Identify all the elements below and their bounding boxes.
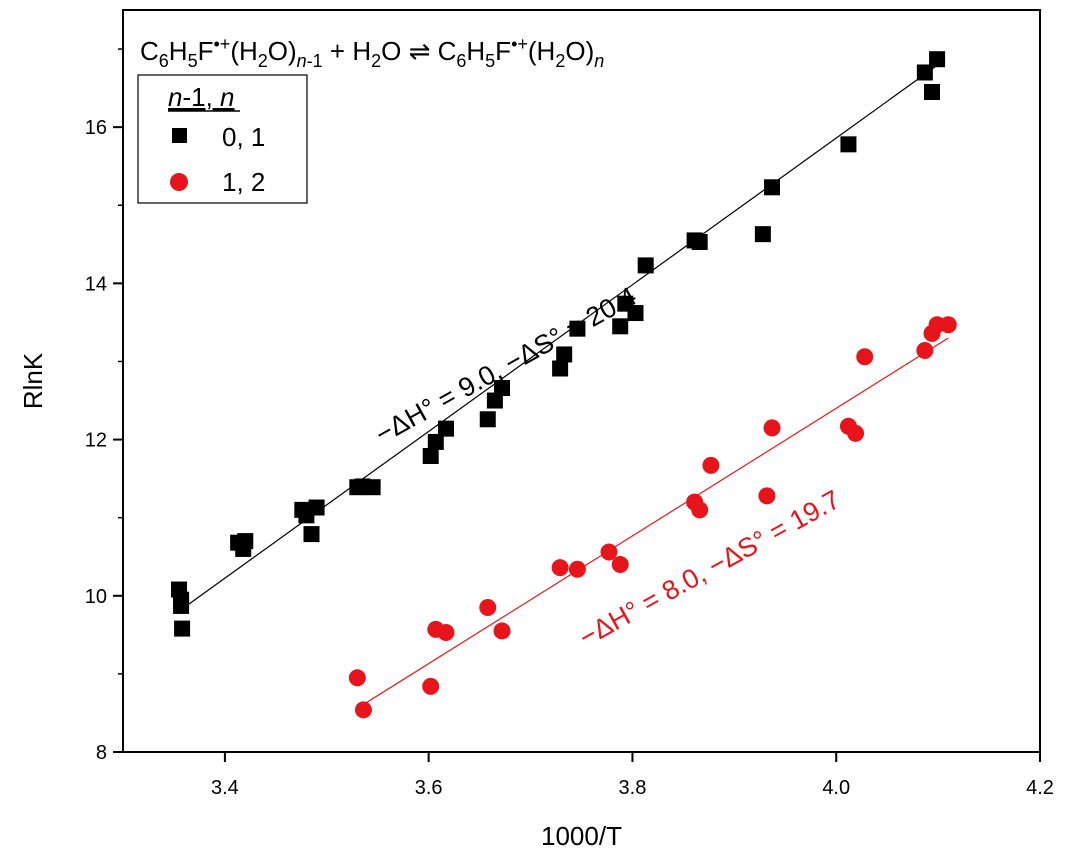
y-tick-label: 16 bbox=[85, 117, 107, 139]
data-point-circle bbox=[939, 316, 957, 334]
plot-frame bbox=[122, 9, 1041, 753]
data-point-square bbox=[237, 533, 254, 550]
data-point-square bbox=[494, 380, 511, 397]
data-point-square bbox=[486, 392, 503, 409]
data-point-square bbox=[556, 346, 573, 363]
data-point-square bbox=[754, 226, 771, 243]
axes: 3.4 3.6 3.8 4.0 4.2 8 10 12 14 16 bbox=[85, 9, 1054, 799]
data-point-square bbox=[303, 526, 320, 543]
data-point-square bbox=[173, 597, 190, 614]
data-point-circle bbox=[422, 677, 440, 695]
legend-marker-circle bbox=[170, 173, 188, 191]
y-axis-label: RlnK bbox=[18, 352, 48, 409]
data-point-square bbox=[612, 318, 629, 335]
fit-line-series-2 bbox=[362, 337, 949, 706]
data-point-circle bbox=[758, 487, 776, 505]
data-point-square bbox=[627, 305, 644, 322]
data-point-circle bbox=[702, 456, 720, 474]
data-point-circle bbox=[847, 424, 865, 442]
data-point-square bbox=[840, 136, 857, 153]
y-tick-label: 14 bbox=[85, 273, 107, 295]
data-point-circle bbox=[600, 543, 618, 561]
chart-title: C6H5F•+(H2O)n-1 + H2O ⇌ C6H5F•+(H2O)n bbox=[140, 34, 604, 71]
data-point-circle bbox=[611, 556, 629, 574]
x-axis-label: 1000/T bbox=[541, 821, 622, 851]
legend: n-1, n 0, 1 1, 2 bbox=[137, 74, 308, 204]
data-point-square bbox=[916, 64, 933, 81]
data-point-circle bbox=[348, 669, 366, 687]
data-point-square bbox=[479, 411, 496, 428]
x-tick-label: 4.0 bbox=[822, 777, 850, 799]
data-point-square bbox=[422, 447, 439, 464]
data-point-circle bbox=[479, 599, 497, 617]
legend-title: n-1, n bbox=[168, 82, 235, 112]
data-points bbox=[171, 51, 957, 719]
data-point-square bbox=[637, 257, 654, 274]
y-tick-label: 10 bbox=[85, 586, 107, 608]
data-point-square bbox=[929, 51, 946, 68]
data-point-square bbox=[923, 84, 940, 101]
data-point-square bbox=[764, 179, 781, 196]
fit-annotation: −ΔH° = 9.0, −ΔS° = 20.4 bbox=[370, 281, 641, 449]
data-point-circle bbox=[856, 348, 874, 366]
data-point-circle bbox=[493, 622, 511, 640]
y-tick-label: 8 bbox=[96, 742, 107, 764]
legend-label-series-2: 1, 2 bbox=[222, 167, 265, 197]
data-point-circle bbox=[691, 501, 709, 519]
data-point-circle bbox=[437, 623, 455, 641]
data-point-square bbox=[569, 320, 586, 337]
y-tick-label: 12 bbox=[85, 430, 107, 452]
data-point-circle bbox=[354, 701, 372, 719]
data-point-square bbox=[364, 479, 381, 496]
data-point-square bbox=[308, 499, 325, 516]
x-tick-label: 3.6 bbox=[415, 777, 443, 799]
legend-marker-square bbox=[172, 128, 187, 143]
data-point-circle bbox=[763, 419, 781, 437]
data-point-square bbox=[437, 420, 454, 437]
x-tick-label: 4.2 bbox=[1026, 777, 1054, 799]
data-point-square bbox=[427, 433, 444, 450]
data-point-square bbox=[552, 360, 569, 377]
data-point-square bbox=[174, 620, 191, 637]
data-point-circle bbox=[551, 559, 569, 577]
x-tick-label: 3.4 bbox=[211, 777, 239, 799]
data-point-circle bbox=[568, 560, 586, 578]
data-point-circle bbox=[916, 342, 934, 360]
data-point-square bbox=[691, 233, 708, 250]
x-tick-label: 3.8 bbox=[619, 777, 647, 799]
legend-box bbox=[137, 74, 308, 204]
legend-label-series-1: 0, 1 bbox=[222, 122, 265, 152]
